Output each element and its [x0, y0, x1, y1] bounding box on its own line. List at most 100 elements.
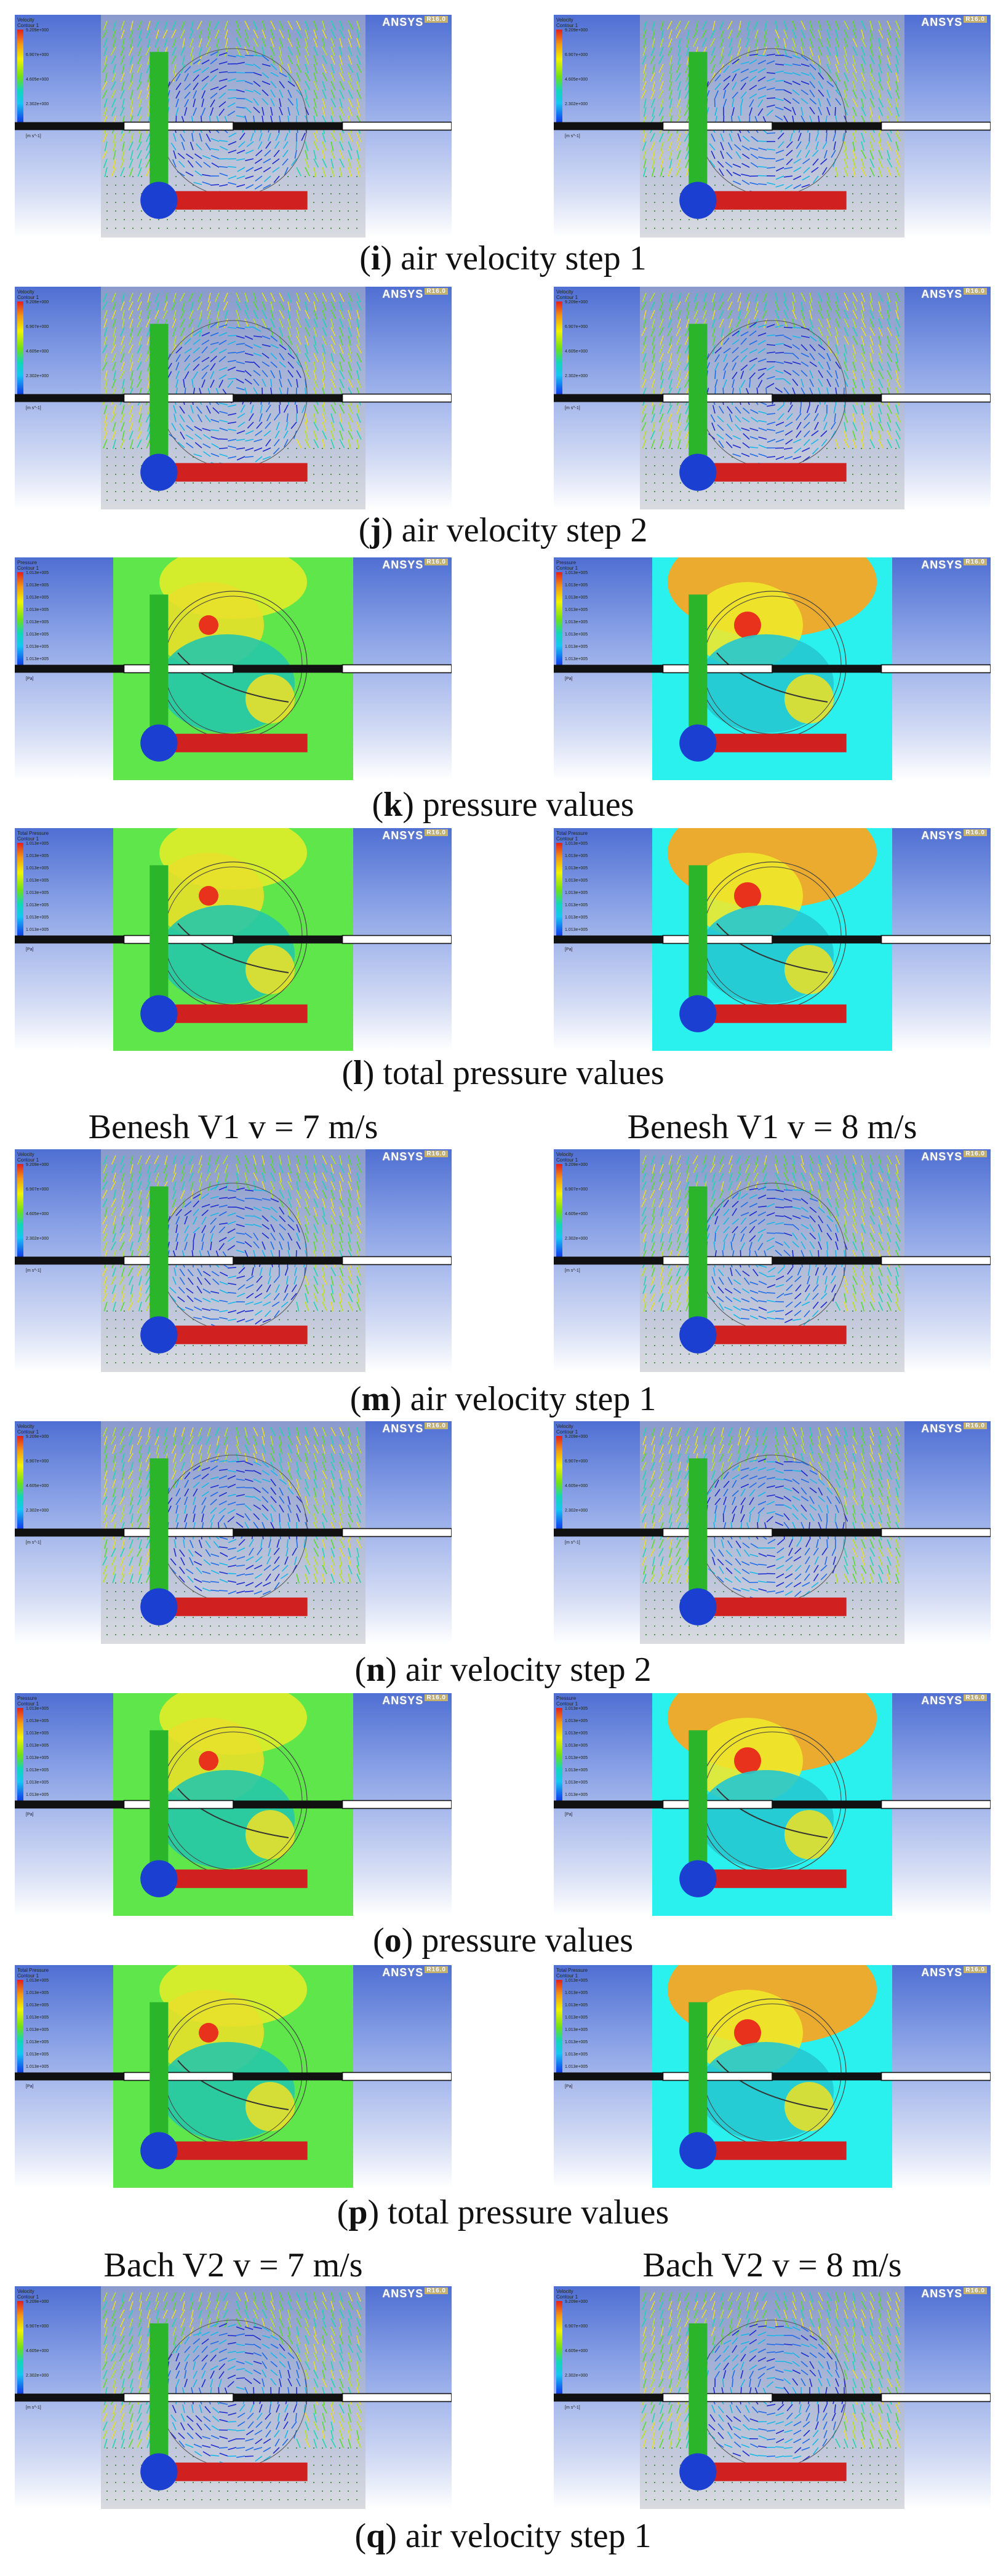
- axis-triad-icon: [679, 1730, 847, 1897]
- legend-subtitle: Contour 1: [17, 1157, 39, 1163]
- caption-q: (q) air velocity step 1: [354, 2517, 652, 2555]
- figure-o-right-pressure: Pressure Contour 1 1.013e+005 1.013e+005 1.0…: [554, 1693, 991, 1916]
- legend-tick: 1.013e+005: [565, 866, 588, 871]
- figure-p-right-total-pressure: Total Pressure Contour 1 1.013e+005 1.013e+…: [554, 1965, 991, 2188]
- legend-colorbar: [556, 843, 562, 941]
- legend-colorbar: [17, 301, 23, 400]
- legend-tick: 1.013e+005: [565, 583, 588, 588]
- legend-tick: 2.302e+000: [565, 1509, 588, 1513]
- scale-bar: [15, 935, 452, 944]
- legend-subtitle: Contour 1: [17, 23, 39, 28]
- legend-tick: 1.013e+005: [565, 842, 588, 846]
- legend-title: Total Pressure: [17, 1968, 49, 1973]
- legend-subtitle: Contour 1: [556, 295, 578, 300]
- legend-tick: 1.013e+005: [26, 928, 49, 932]
- legend-subtitle: Contour 1: [17, 2294, 39, 2300]
- legend-tick: 1.013e+005: [565, 1979, 588, 1983]
- legend-title: Velocity: [556, 1152, 573, 1157]
- legend-tick: 6.907e+000: [565, 53, 588, 57]
- legend-subtitle: Contour 1: [556, 1157, 578, 1163]
- axis-triad-icon: [140, 594, 308, 762]
- legend-colorbar: [556, 1708, 562, 1806]
- ansys-logo: ANSYS R16.0: [382, 1694, 448, 1707]
- ansys-logo: ANSYS R16.0: [921, 2287, 987, 2300]
- ansys-logo: ANSYS R16.0: [921, 829, 987, 842]
- legend-tick: 1.013e+005: [565, 1991, 588, 1995]
- color-legend: Total Pressure Contour 1 1.013e+005 1.013e+…: [17, 1968, 85, 2089]
- axis-triad-icon: [679, 865, 847, 1032]
- legend-tick: 9.209e+000: [565, 1163, 588, 1167]
- legend-tick: 2.302e+000: [26, 2374, 49, 2378]
- legend-tick: 1.013e+005: [565, 2003, 588, 2008]
- legend-tick: 1.013e+005: [565, 1719, 588, 1723]
- legend-tick: 1.013e+005: [565, 1793, 588, 1797]
- legend-tick: 2.302e+000: [26, 1509, 49, 1513]
- ansys-logo: ANSYS R16.0: [921, 559, 987, 572]
- axis-triad-icon: [140, 1458, 308, 1625]
- color-legend: Pressure Contour 1 1.013e+005 1.013e+005 1.0…: [556, 560, 624, 681]
- legend-unit: [Pa]: [26, 947, 34, 952]
- caption-l: (l) total pressure values: [341, 1054, 665, 1092]
- axis-triad-icon: [679, 1186, 847, 1354]
- legend-colorbar: [17, 1164, 23, 1262]
- legend-tick: 2.302e+000: [565, 102, 588, 106]
- heading-benesh-8: Benesh V1 v = 8 m/s: [627, 1108, 917, 1146]
- legend-tick: 9.209e+000: [565, 28, 588, 33]
- caption-m: (m) air velocity step 1: [349, 1380, 657, 1418]
- legend-tick: 1.013e+005: [26, 1991, 49, 1995]
- legend-unit: [m s^-1]: [565, 134, 580, 138]
- caption-o: (o) pressure values: [373, 1921, 633, 1960]
- legend-colorbar: [556, 301, 562, 400]
- legend-tick: 6.907e+000: [26, 325, 49, 329]
- legend-tick: 1.013e+005: [565, 620, 588, 624]
- scale-bar: [15, 2072, 452, 2081]
- legend-tick: 1.013e+005: [565, 1744, 588, 1748]
- legend-colorbar: [17, 572, 23, 671]
- legend-unit: [Pa]: [565, 1812, 573, 1817]
- ansys-logo: ANSYS R16.0: [382, 1422, 448, 1435]
- legend-tick: 1.013e+005: [26, 645, 49, 649]
- color-legend: Total Pressure Contour 1 1.013e+005 1.013e+…: [556, 831, 624, 952]
- legend-tick: 1.013e+005: [565, 2065, 588, 2069]
- legend-subtitle: Contour 1: [556, 1429, 578, 1435]
- legend-colorbar: [17, 1436, 23, 1534]
- legend-tick: 1.013e+005: [565, 2052, 588, 2057]
- legend-tick: 9.209e+000: [26, 300, 49, 305]
- axis-triad-icon: [140, 1730, 308, 1897]
- ansys-logo: ANSYS R16.0: [921, 1966, 987, 1979]
- figure-q-right-velocity: Velocity Contour 1 9.209e+000 6.907e+000 4.6…: [554, 2286, 991, 2509]
- figure-m-right-velocity: Velocity Contour 1 9.209e+000 6.907e+000 4.6…: [554, 1149, 991, 1372]
- figure-n-left-velocity: Velocity Contour 1 9.209e+000 6.907e+000 4.6…: [15, 1421, 452, 1644]
- axis-triad-icon: [140, 52, 308, 219]
- legend-tick: 1.013e+005: [565, 1780, 588, 1785]
- legend-tick: 9.209e+000: [26, 1435, 49, 1439]
- legend-unit: [Pa]: [26, 2084, 34, 2089]
- ansys-logo: ANSYS R16.0: [382, 288, 448, 301]
- figure-n-right-velocity: Velocity Contour 1 9.209e+000 6.907e+000 4.6…: [554, 1421, 991, 1644]
- legend-subtitle: Contour 1: [17, 295, 39, 300]
- legend-title: Pressure: [556, 1696, 577, 1701]
- legend-tick: 1.013e+005: [26, 1793, 49, 1797]
- legend-tick: 6.907e+000: [26, 1187, 49, 1192]
- ansys-logo: ANSYS R16.0: [382, 829, 448, 842]
- legend-title: Velocity: [556, 2289, 573, 2294]
- legend-tick: 1.013e+005: [26, 1744, 49, 1748]
- figure-m-left-velocity: Velocity Contour 1 9.209e+000 6.907e+000 4.6…: [15, 1149, 452, 1372]
- legend-tick: 1.013e+005: [26, 2003, 49, 2008]
- legend-tick: 4.605e+000: [26, 1484, 49, 1488]
- legend-unit: [Pa]: [26, 677, 34, 681]
- legend-tick: 6.907e+000: [565, 1187, 588, 1192]
- caption-p: (p) total pressure values: [337, 2193, 669, 2231]
- legend-tick: 1.013e+005: [26, 1731, 49, 1736]
- legend-subtitle: Contour 1: [17, 1429, 39, 1435]
- axis-triad-icon: [140, 324, 308, 491]
- caption-j: (j) air velocity step 2: [358, 511, 648, 549]
- legend-title: Velocity: [17, 17, 34, 23]
- legend-tick: 6.907e+000: [565, 1459, 588, 1464]
- legend-tick: 1.013e+005: [26, 915, 49, 920]
- legend-tick: 1.013e+005: [26, 903, 49, 907]
- legend-colorbar: [17, 843, 23, 941]
- figure-o-left-pressure: Pressure Contour 1 1.013e+005 1.013e+005 1.0…: [15, 1693, 452, 1916]
- legend-colorbar: [17, 1980, 23, 2078]
- figure-l-right-total-pressure: Total Pressure Contour 1 1.013e+005 1.013e+…: [554, 828, 991, 1051]
